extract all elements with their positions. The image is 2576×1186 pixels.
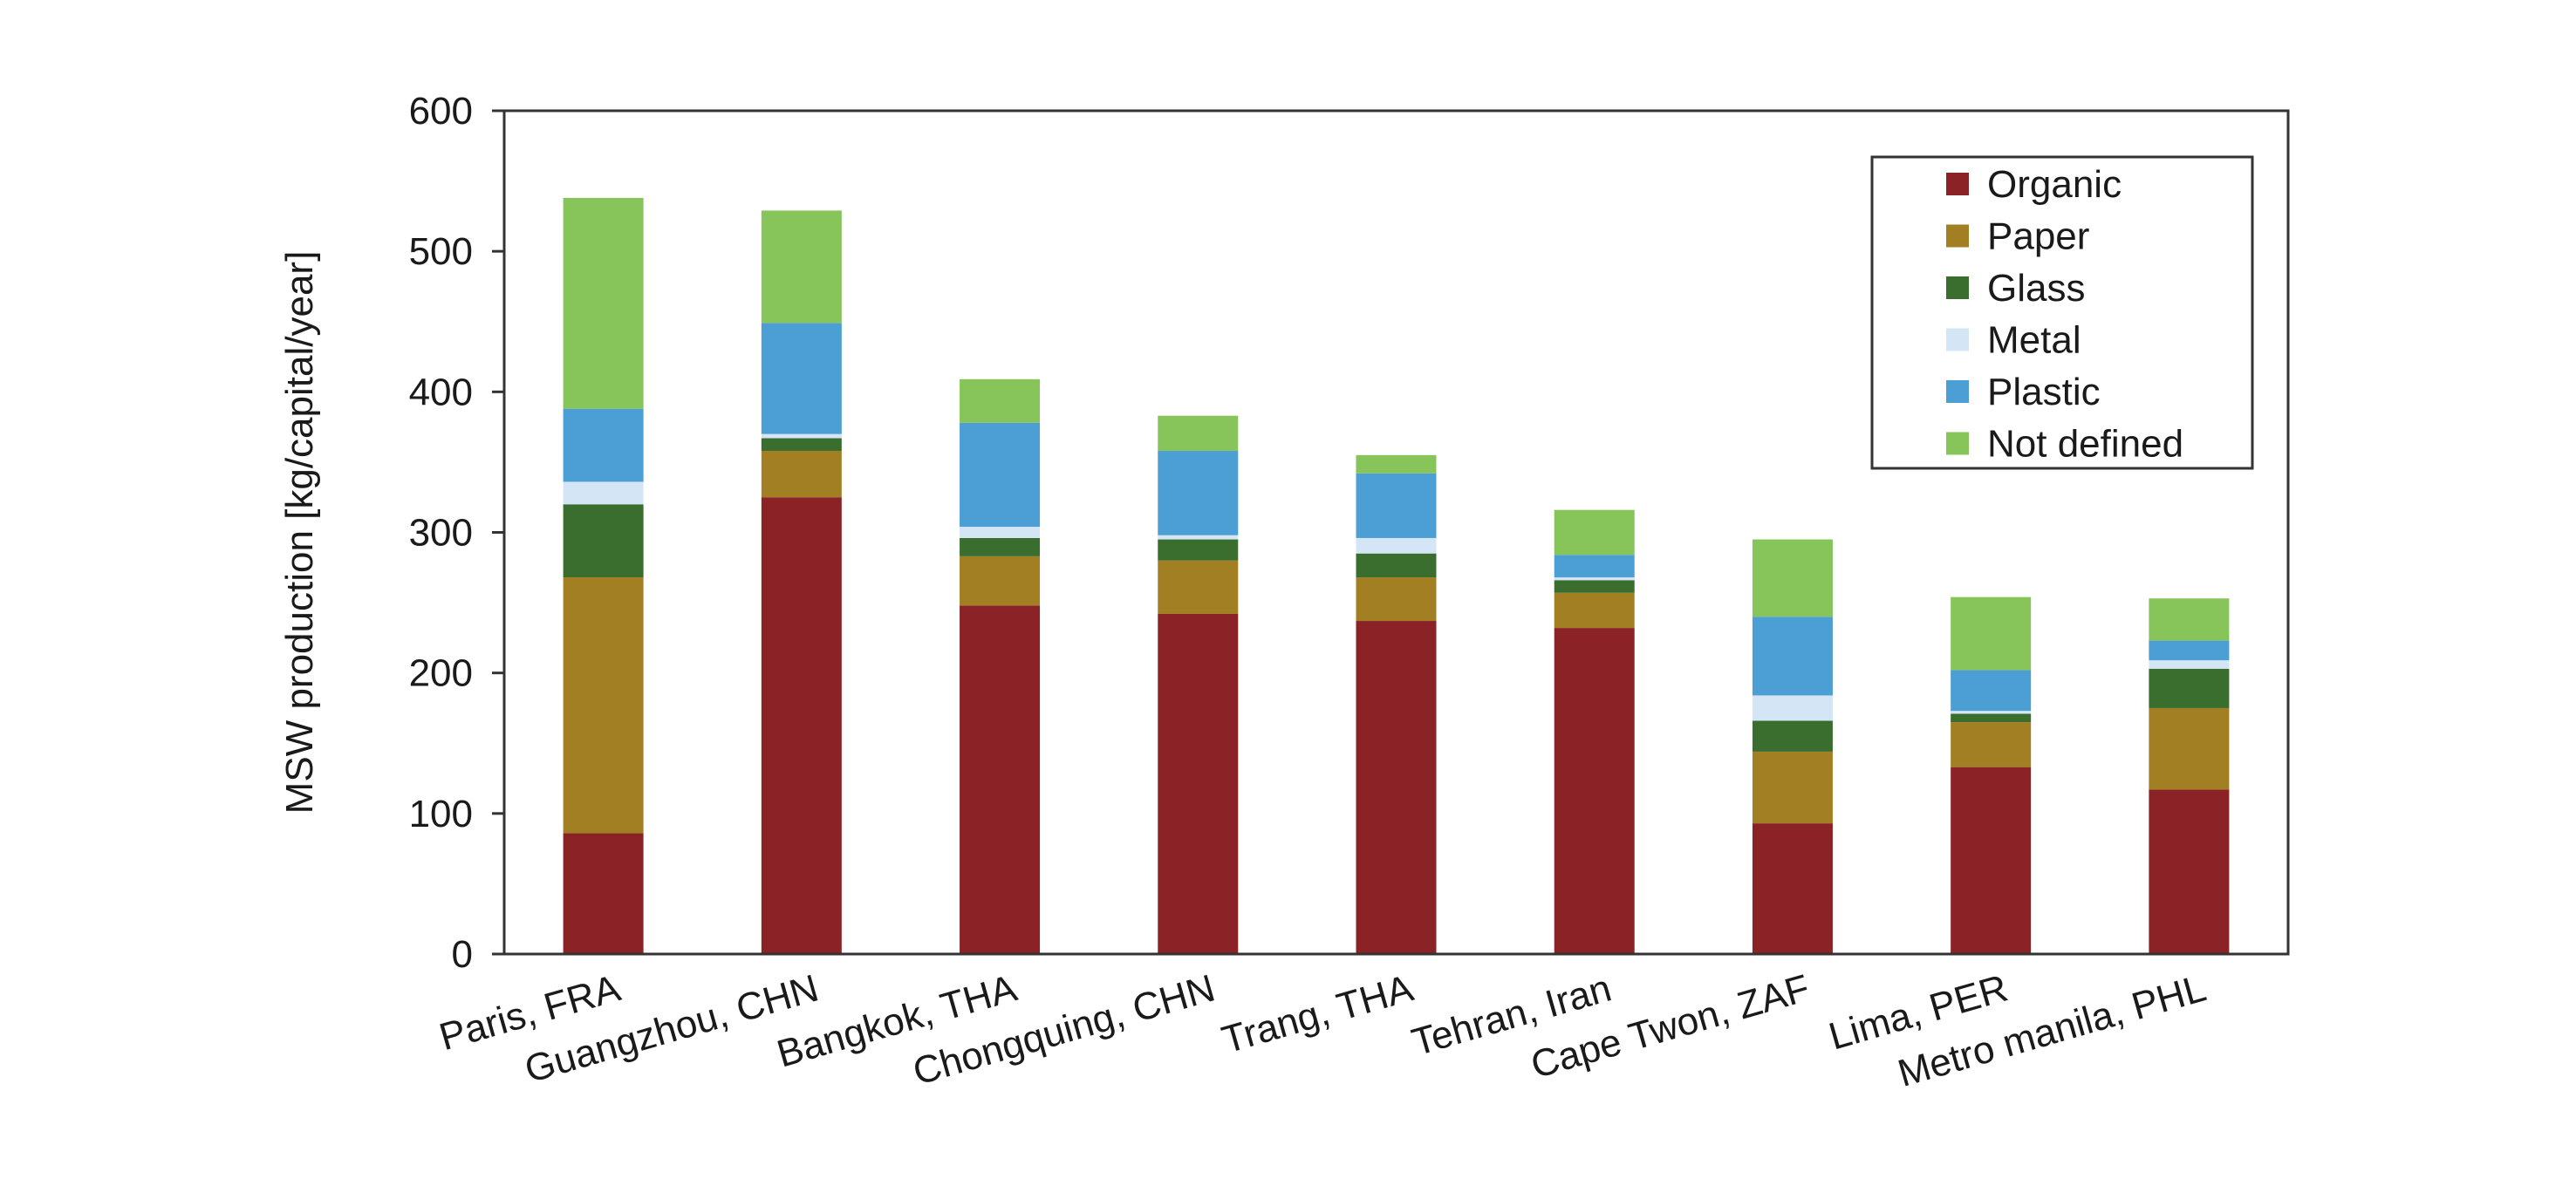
bar-segment-plastic: [761, 323, 842, 434]
bar-segment-metal: [960, 527, 1041, 538]
y-tick-label: 400: [409, 371, 473, 413]
y-tick-label: 600: [409, 90, 473, 133]
bar-segment-plastic: [1752, 617, 1833, 696]
bar-segment-metal: [1158, 535, 1239, 540]
bar-segment-organic: [1356, 621, 1437, 954]
y-tick-label: 300: [409, 512, 473, 555]
bar-segment-paper: [1554, 592, 1635, 629]
legend: Organic Paper Glass Metal Plastic Not defined: [1870, 155, 2254, 470]
legend-label: Metal: [1987, 319, 2081, 362]
bar-segment-organic: [563, 833, 644, 954]
y-tick-label: 500: [409, 230, 473, 273]
bar-segment-organic: [960, 605, 1041, 954]
y-tick-label: 200: [409, 652, 473, 695]
bar-segment-plastic: [563, 408, 644, 482]
bar-segment-glass: [1356, 553, 1437, 578]
legend-label: Paper: [1987, 215, 2089, 258]
bar-segment-not-defined: [761, 210, 842, 324]
bar-segment-metal: [2149, 660, 2230, 669]
bar-segment-paper: [563, 577, 644, 834]
bar-segment-plastic: [2149, 640, 2230, 661]
y-tick-label: 100: [409, 793, 473, 835]
bar-segment-paper: [1158, 560, 1239, 614]
bar-segment-metal: [761, 433, 842, 439]
bar-segment-paper: [1752, 751, 1833, 824]
legend-label: Not defined: [1987, 423, 2183, 466]
bar-segment-paper: [761, 451, 842, 498]
bar-segment-not-defined: [1951, 596, 2032, 671]
bar-segment-glass: [1554, 580, 1635, 593]
bar-segment-paper: [1356, 577, 1437, 622]
legend-box: [1870, 155, 2254, 470]
legend-swatch: [1946, 432, 1969, 455]
legend-label: Organic: [1987, 163, 2122, 206]
bar-segment-plastic: [1158, 451, 1239, 535]
bar-segment-plastic: [1554, 555, 1635, 578]
bar-segment-glass: [1752, 720, 1833, 752]
bar-segment-not-defined: [2149, 598, 2230, 641]
bars-group: [563, 197, 2230, 954]
bar-segment-not-defined: [1356, 454, 1437, 474]
bar-segment-glass: [761, 438, 842, 452]
bar-segment-paper: [1951, 722, 2032, 767]
legend-swatch: [1946, 380, 1969, 403]
legend-swatch: [1946, 328, 1969, 351]
bar-segment-not-defined: [1554, 509, 1635, 556]
bar-segment-metal: [1951, 711, 2032, 714]
bar-segment-organic: [2149, 789, 2230, 954]
y-axis: 0 100 200 300 400 500 600: [409, 90, 504, 976]
bar-segment-organic: [1554, 628, 1635, 954]
bar-segment-paper: [960, 556, 1041, 606]
y-tick-label: 0: [452, 933, 473, 976]
bar-segment-organic: [1158, 613, 1239, 954]
bar-segment-organic: [1951, 767, 2032, 954]
bar-segment-glass: [1158, 539, 1239, 561]
legend-swatch: [1946, 173, 1969, 195]
y-axis-title: MSW production [kg/capital/year]: [278, 251, 321, 815]
bar-segment-metal: [1356, 537, 1437, 554]
bar-segment-not-defined: [960, 378, 1041, 423]
bar-segment-glass: [960, 537, 1041, 556]
bar-segment-organic: [761, 497, 842, 954]
legend-label: Glass: [1987, 267, 2085, 310]
bar-segment-plastic: [960, 422, 1041, 528]
legend-swatch: [1946, 276, 1969, 299]
x-category-label: Trang, THA: [1217, 966, 1418, 1061]
bar-segment-metal: [1752, 695, 1833, 721]
bar-segment-not-defined: [1752, 539, 1833, 617]
bar-segment-not-defined: [1158, 415, 1239, 452]
bar-segment-glass: [1951, 713, 2032, 723]
bar-segment-glass: [2149, 668, 2230, 708]
bar-segment-metal: [1554, 577, 1635, 581]
bar-segment-paper: [2149, 707, 2230, 790]
legend-swatch: [1946, 224, 1969, 248]
bar-segment-metal: [563, 481, 644, 505]
bar-segment-plastic: [1356, 473, 1437, 538]
bar-segment-glass: [563, 504, 644, 578]
bar-segment-not-defined: [563, 197, 644, 409]
bar-segment-organic: [1752, 823, 1833, 954]
bar-segment-plastic: [1951, 670, 2032, 712]
legend-label: Plastic: [1987, 371, 2101, 413]
